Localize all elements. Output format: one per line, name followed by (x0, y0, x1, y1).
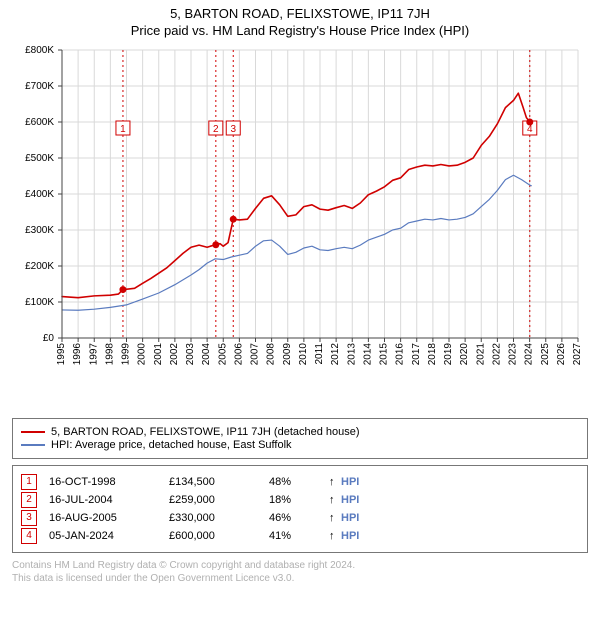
event-price: £259,000 (169, 494, 269, 506)
svg-text:2016: 2016 (395, 343, 406, 366)
svg-text:2013: 2013 (346, 343, 357, 366)
svg-text:£0: £0 (43, 333, 55, 344)
event-row: 4 05-JAN-2024£600,00041%↑HPI (21, 528, 579, 544)
event-marker: 3 (21, 510, 37, 526)
event-pct: 18% (269, 494, 329, 506)
svg-text:2003: 2003 (185, 343, 196, 366)
svg-text:2002: 2002 (169, 343, 180, 366)
legend-swatch (21, 444, 45, 446)
svg-text:2019: 2019 (443, 343, 454, 366)
event-price: £134,500 (169, 476, 269, 488)
event-price: £600,000 (169, 530, 269, 542)
svg-text:1995: 1995 (56, 343, 67, 366)
event-price: £330,000 (169, 512, 269, 524)
event-arrow-icon: ↑ (329, 494, 341, 506)
svg-text:2000: 2000 (137, 343, 148, 366)
svg-text:£100K: £100K (25, 297, 54, 308)
event-hpi-label: HPI (341, 530, 381, 542)
svg-text:2023: 2023 (508, 343, 519, 366)
svg-text:£400K: £400K (25, 189, 54, 200)
event-row: 3 16-AUG-2005£330,00046%↑HPI (21, 510, 579, 526)
legend-label: HPI: Average price, detached house, East… (51, 439, 292, 451)
event-hpi-label: HPI (341, 512, 381, 524)
svg-text:2009: 2009 (282, 343, 293, 366)
chart-container: 5, BARTON ROAD, FELIXSTOWE, IP11 7JH Pri… (0, 0, 600, 593)
legend: 5, BARTON ROAD, FELIXSTOWE, IP11 7JH (de… (12, 418, 588, 459)
event-date: 16-OCT-1998 (49, 476, 169, 488)
svg-text:£700K: £700K (25, 81, 54, 92)
svg-text:2024: 2024 (524, 343, 535, 366)
title-subtitle: Price paid vs. HM Land Registry's House … (12, 23, 588, 38)
svg-text:2027: 2027 (572, 343, 583, 366)
svg-text:2014: 2014 (362, 343, 373, 366)
svg-text:2005: 2005 (217, 343, 228, 366)
title-address: 5, BARTON ROAD, FELIXSTOWE, IP11 7JH (12, 6, 588, 21)
event-row: 2 16-JUL-2004£259,00018%↑HPI (21, 492, 579, 508)
event-date: 16-AUG-2005 (49, 512, 169, 524)
event-marker: 2 (21, 492, 37, 508)
svg-text:£600K: £600K (25, 117, 54, 128)
svg-text:2006: 2006 (233, 343, 244, 366)
svg-text:2015: 2015 (379, 343, 390, 366)
chart: £0 £100K £200K £300K £400K £500K £600K £700K £80… (12, 42, 588, 412)
legend-item: HPI: Average price, detached house, East… (21, 439, 579, 451)
svg-text:2011: 2011 (314, 343, 325, 365)
svg-text:£500K: £500K (25, 153, 54, 164)
event-arrow-icon: ↑ (329, 476, 341, 488)
svg-text:2004: 2004 (201, 343, 212, 366)
event-date: 05-JAN-2024 (49, 530, 169, 542)
svg-text:£200K: £200K (25, 261, 54, 272)
svg-text:2017: 2017 (411, 343, 422, 366)
footer-line-1: Contains HM Land Registry data © Crown c… (12, 559, 588, 572)
event-arrow-icon: ↑ (329, 530, 341, 542)
event-date: 16-JUL-2004 (49, 494, 169, 506)
svg-text:£300K: £300K (25, 225, 54, 236)
event-marker: 1 (21, 474, 37, 490)
event-marker: 4 (21, 528, 37, 544)
events-table: 116-OCT-1998£134,50048%↑HPI216-JUL-2004£… (12, 465, 588, 553)
svg-text:2020: 2020 (459, 343, 470, 366)
svg-text:2010: 2010 (298, 343, 309, 366)
event-hpi-label: HPI (341, 476, 381, 488)
event-arrow-icon: ↑ (329, 512, 341, 524)
svg-text:4: 4 (527, 124, 533, 135)
svg-text:2012: 2012 (330, 343, 341, 366)
footer-line-2: This data is licensed under the Open Gov… (12, 572, 588, 585)
svg-text:2008: 2008 (266, 343, 277, 366)
svg-text:1998: 1998 (104, 343, 115, 366)
legend-item: 5, BARTON ROAD, FELIXSTOWE, IP11 7JH (de… (21, 426, 579, 438)
event-pct: 46% (269, 512, 329, 524)
event-pct: 41% (269, 530, 329, 542)
svg-text:2007: 2007 (250, 343, 261, 366)
svg-text:3: 3 (230, 124, 236, 135)
legend-label: 5, BARTON ROAD, FELIXSTOWE, IP11 7JH (de… (51, 426, 360, 438)
svg-text:2: 2 (213, 124, 219, 135)
svg-text:1996: 1996 (72, 343, 83, 366)
event-pct: 48% (269, 476, 329, 488)
svg-text:2021: 2021 (475, 343, 486, 366)
svg-text:£800K: £800K (25, 45, 54, 56)
svg-text:1: 1 (120, 124, 126, 135)
svg-text:2026: 2026 (556, 343, 567, 366)
svg-text:2025: 2025 (540, 343, 551, 366)
footer: Contains HM Land Registry data © Crown c… (12, 559, 588, 585)
event-row: 1 16-OCT-1998£134,50048%↑HPI (21, 474, 579, 490)
event-hpi-label: HPI (341, 494, 381, 506)
legend-swatch (21, 431, 45, 433)
svg-text:1997: 1997 (88, 343, 99, 366)
svg-text:2022: 2022 (491, 343, 502, 366)
svg-text:2001: 2001 (153, 343, 164, 366)
svg-text:1999: 1999 (121, 343, 132, 366)
svg-text:2018: 2018 (427, 343, 438, 366)
